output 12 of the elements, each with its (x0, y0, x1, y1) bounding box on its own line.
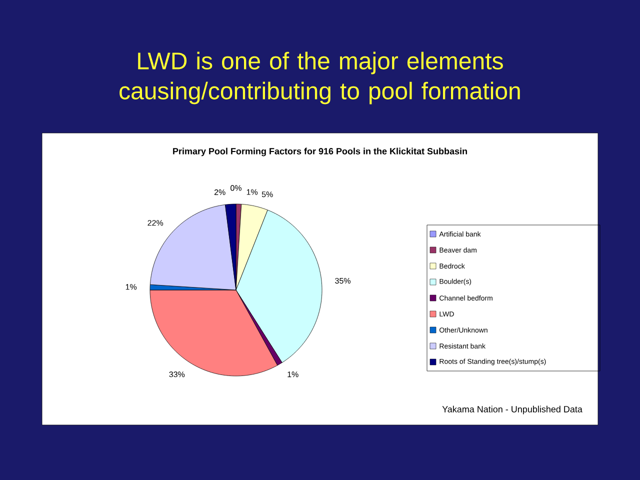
data-label: 22% (148, 220, 164, 226)
data-label: 1% (288, 372, 298, 378)
data-label: 2% (214, 189, 226, 196)
data-label: 1% (126, 284, 137, 290)
data-label: 33% (169, 372, 185, 378)
chart-title: LWD is one of the major elements causing/contributing to pool formation (120, 52, 520, 104)
data-label: 5% (262, 192, 273, 198)
text: 0% (230, 185, 242, 191)
data-label: 35% (335, 278, 350, 284)
data-label: 1% (246, 189, 258, 195)
text: Yakama Nation - Unpublished Data (442, 406, 582, 414)
chart-subtitle: Primary Pool Forming Factors for 916 Pools in the Klickitat Subbasin (173, 148, 467, 156)
